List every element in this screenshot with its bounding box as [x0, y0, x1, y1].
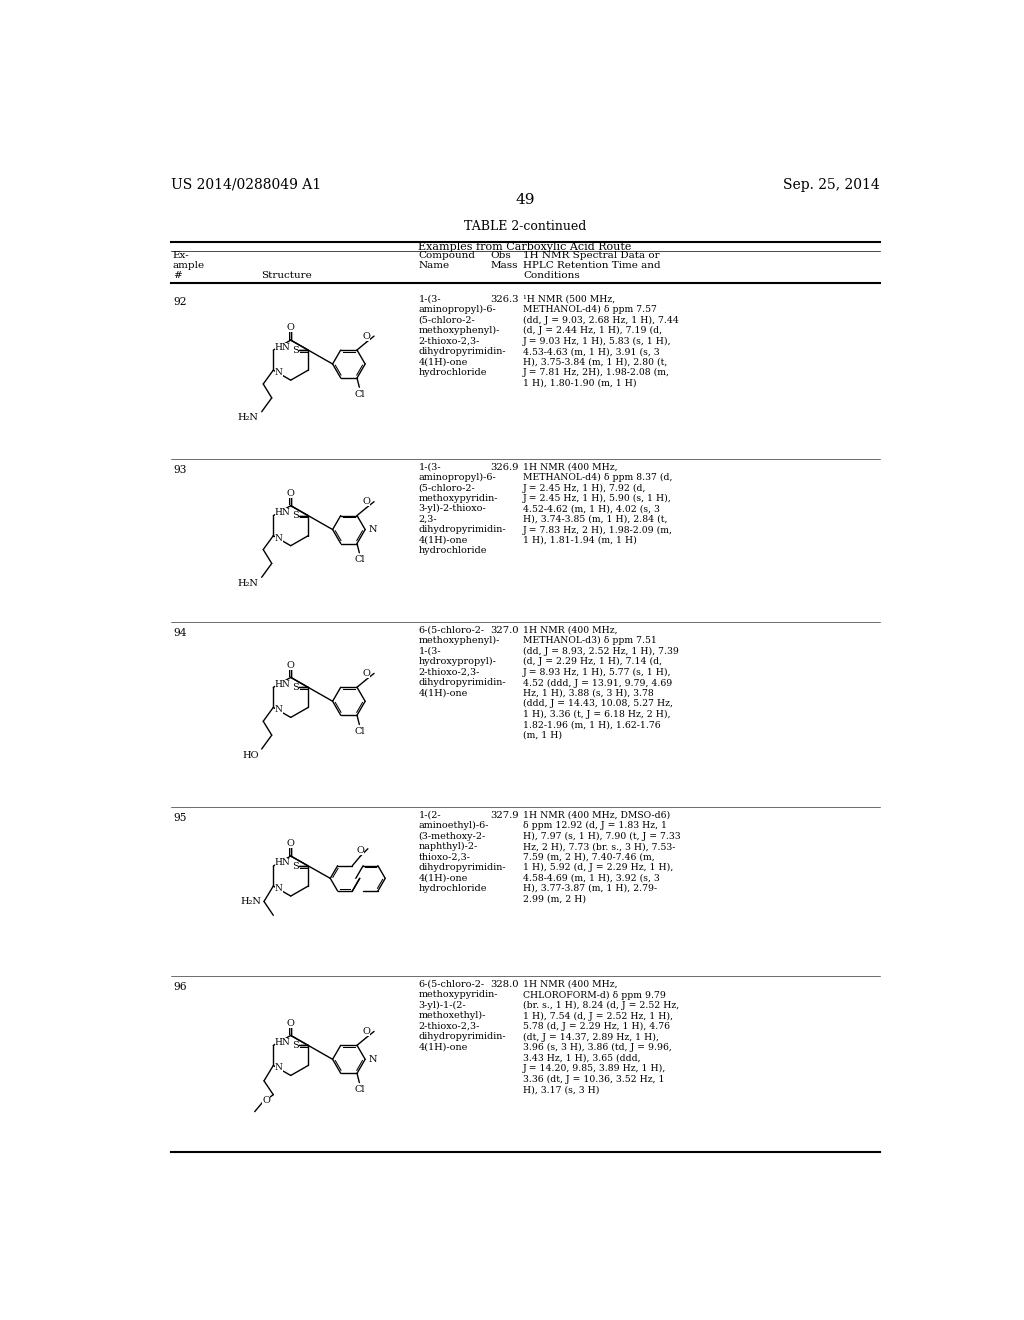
Text: Ex-: Ex-: [173, 251, 189, 260]
Text: HN: HN: [274, 343, 291, 351]
Text: ¹H NMR (500 MHz,
METHANOL-d4) δ ppm 7.57
(dd, J = 9.03, 2.68 Hz, 1 H), 7.44
(d, : ¹H NMR (500 MHz, METHANOL-d4) δ ppm 7.57…: [523, 294, 679, 388]
Text: Cl: Cl: [354, 1085, 365, 1094]
Text: 6-(5-chloro-2-
methoxyphenyl)-
1-(3-
hydroxypropyl)-
2-thioxo-2,3-
dihydropyrimi: 6-(5-chloro-2- methoxyphenyl)- 1-(3- hyd…: [419, 626, 506, 697]
Text: HPLC Retention Time and: HPLC Retention Time and: [523, 261, 660, 269]
Text: O: O: [287, 660, 295, 669]
Text: N: N: [369, 525, 377, 535]
Text: HN: HN: [274, 858, 291, 867]
Text: H₂N: H₂N: [238, 579, 259, 587]
Text: O: O: [362, 498, 371, 507]
Text: O: O: [287, 488, 295, 498]
Text: 1-(2-
aminoethyl)-6-
(3-methoxy-2-
naphthyl)-2-
thioxo-2,3-
dihydropyrimidin-
4(: 1-(2- aminoethyl)-6- (3-methoxy-2- napht…: [419, 810, 506, 892]
Text: HO: HO: [242, 751, 259, 759]
Text: Structure: Structure: [261, 271, 312, 280]
Text: Cl: Cl: [354, 727, 365, 735]
Text: 1H NMR (400 MHz,
METHANOL-d4) δ ppm 8.37 (d,
J = 2.45 Hz, 1 H), 7.92 (d,
J = 2.4: 1H NMR (400 MHz, METHANOL-d4) δ ppm 8.37…: [523, 462, 673, 545]
Text: O: O: [262, 1096, 270, 1105]
Text: O: O: [362, 331, 371, 341]
Text: 93: 93: [173, 465, 186, 475]
Text: Cl: Cl: [354, 389, 365, 399]
Text: 326.9: 326.9: [490, 462, 519, 471]
Text: 1H NMR (400 MHz,
METHANOL-d3) δ ppm 7.51
(dd, J = 8.93, 2.52 Hz, 1 H), 7.39
(d, : 1H NMR (400 MHz, METHANOL-d3) δ ppm 7.51…: [523, 626, 679, 739]
Text: 1H NMR (400 MHz,
CHLOROFORM-d) δ ppm 9.79
(br. s., 1 H), 8.24 (d, J = 2.52 Hz,
1: 1H NMR (400 MHz, CHLOROFORM-d) δ ppm 9.7…: [523, 979, 679, 1094]
Text: 1-(3-
aminopropyl)-6-
(5-chloro-2-
methoxyphenyl)-
2-thioxo-2,3-
dihydropyrimidi: 1-(3- aminopropyl)-6- (5-chloro-2- metho…: [419, 294, 506, 376]
Text: 92: 92: [173, 297, 186, 308]
Text: N: N: [274, 533, 283, 543]
Text: S: S: [293, 511, 299, 520]
Text: O: O: [287, 1019, 295, 1027]
Text: H₂N: H₂N: [240, 898, 261, 906]
Text: N: N: [274, 368, 283, 378]
Text: N: N: [369, 1055, 377, 1064]
Text: Compound: Compound: [419, 251, 475, 260]
Text: Examples from Carboxylic Acid Route: Examples from Carboxylic Acid Route: [418, 242, 632, 252]
Text: O: O: [362, 669, 371, 678]
Text: US 2014/0288049 A1: US 2014/0288049 A1: [171, 178, 321, 191]
Text: 1-(3-
aminopropyl)-6-
(5-chloro-2-
methoxypyridin-
3-yl)-2-thioxo-
2,3-
dihydrop: 1-(3- aminopropyl)-6- (5-chloro-2- metho…: [419, 462, 506, 554]
Text: 6-(5-chloro-2-
methoxypyridin-
3-yl)-1-(2-
methoxethyl)-
2-thioxo-2,3-
dihydropy: 6-(5-chloro-2- methoxypyridin- 3-yl)-1-(…: [419, 979, 506, 1052]
Text: O: O: [356, 846, 365, 855]
Text: 1H NMR (400 MHz, DMSO-d6)
δ ppm 12.92 (d, J = 1.83 Hz, 1
H), 7.97 (s, 1 H), 7.90: 1H NMR (400 MHz, DMSO-d6) δ ppm 12.92 (d…: [523, 810, 681, 903]
Text: O: O: [362, 1027, 371, 1036]
Text: TABLE 2-continued: TABLE 2-continued: [464, 220, 586, 234]
Text: O: O: [287, 840, 295, 849]
Text: Name: Name: [419, 261, 450, 269]
Text: S: S: [293, 1041, 299, 1049]
Text: 94: 94: [173, 628, 186, 638]
Text: 96: 96: [173, 982, 186, 993]
Text: HN: HN: [274, 1038, 291, 1047]
Text: S: S: [293, 346, 299, 355]
Text: N: N: [274, 705, 283, 714]
Text: Obs: Obs: [490, 251, 511, 260]
Text: Sep. 25, 2014: Sep. 25, 2014: [783, 178, 880, 191]
Text: 326.3: 326.3: [490, 294, 519, 304]
Text: HN: HN: [274, 508, 291, 517]
Text: Conditions: Conditions: [523, 271, 580, 280]
Text: 1H NMR Spectral Data or: 1H NMR Spectral Data or: [523, 251, 659, 260]
Text: HN: HN: [274, 680, 291, 689]
Text: H₂N: H₂N: [238, 413, 259, 422]
Text: 95: 95: [173, 813, 186, 822]
Text: S: S: [293, 682, 299, 692]
Text: 327.9: 327.9: [490, 810, 519, 820]
Text: S: S: [293, 862, 299, 870]
Text: O: O: [287, 323, 295, 333]
Text: ample: ample: [173, 261, 205, 269]
Text: 327.0: 327.0: [490, 626, 519, 635]
Text: Mass: Mass: [490, 261, 518, 269]
Text: #: #: [173, 271, 181, 280]
Text: Cl: Cl: [354, 556, 365, 564]
Text: N: N: [274, 884, 283, 892]
Text: 49: 49: [515, 193, 535, 207]
Text: N: N: [274, 1064, 283, 1072]
Text: 328.0: 328.0: [490, 979, 519, 989]
